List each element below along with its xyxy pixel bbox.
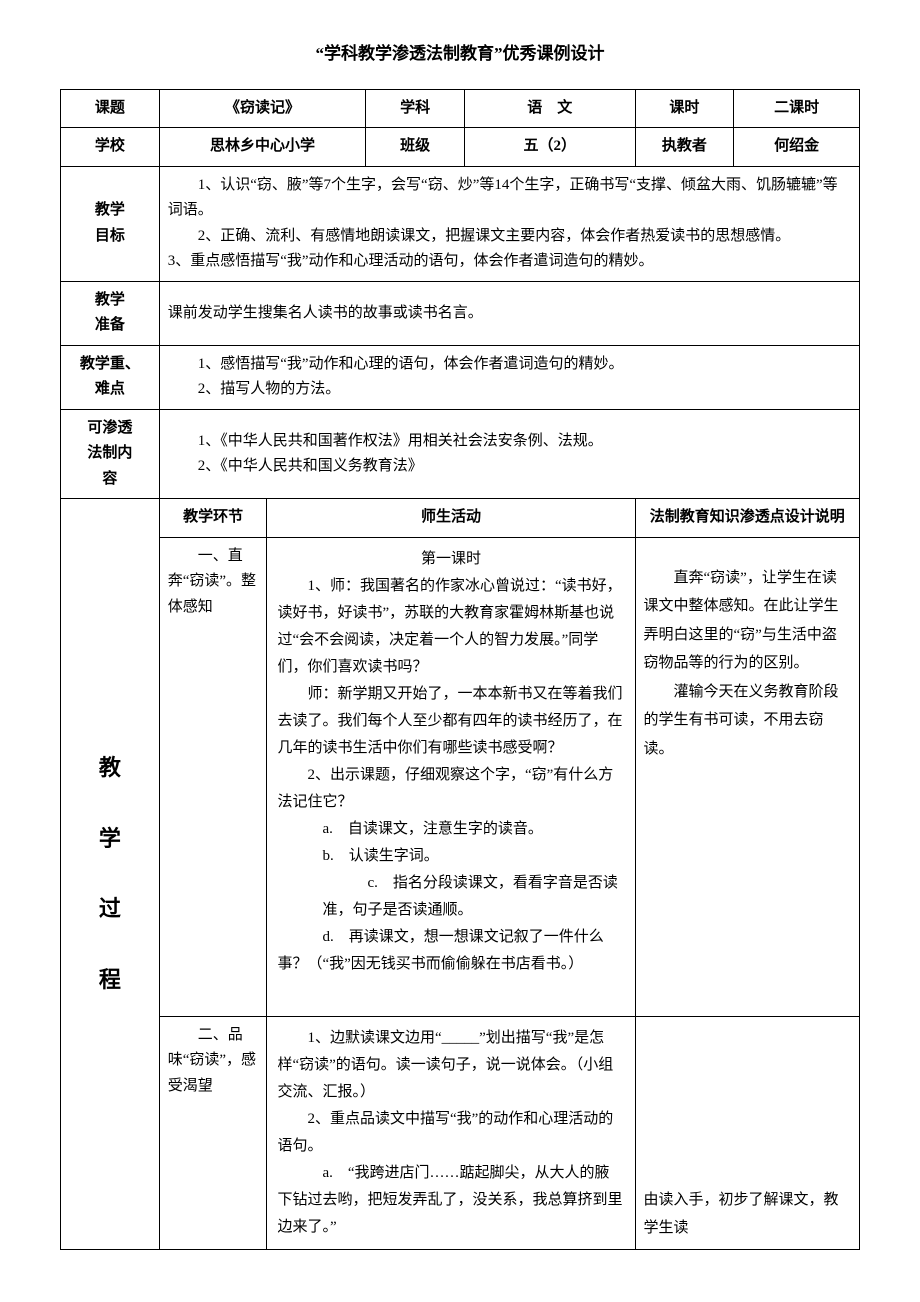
goals-line1: 1、认识“窃、腋”等7个生字，会写“窃、炒”等14个生字，正确书写“支撑、倾盆大…	[168, 173, 851, 224]
seg1-pb: b. 认读生字词。	[277, 843, 624, 870]
value-class: 五（2）	[464, 128, 635, 167]
seg1-note1: 直奔“窃读”，让学生在读课文中整体感知。在此让学生弄明白这里的“窃”与生活中盗窃…	[644, 564, 852, 678]
keypoints-line2: 2、描写人物的方法。	[168, 377, 851, 403]
colhead-note: 法制教育知识渗透点设计说明	[635, 499, 860, 538]
segment-1-title: 一、直奔“窃读”。整体感知	[159, 537, 267, 1016]
seg1-period: 第一课时	[277, 546, 624, 573]
label-keypoints: 教学重、 难点	[61, 345, 160, 409]
value-goals: 1、认识“窃、腋”等7个生字，会写“窃、炒”等14个生字，正确书写“支撑、倾盆大…	[159, 166, 859, 281]
seg1-p1: 1、师：我国著名的作家冰心曾说过：“读书好，读好书，好读书”，苏联的大教育家霍姆…	[277, 573, 624, 681]
label-class: 班级	[366, 128, 465, 167]
page-title: “学科教学渗透法制教育”优秀课例设计	[60, 40, 860, 69]
seg2-p2: 2、重点品读文中描写“我”的动作和心理活动的语句。	[277, 1106, 624, 1160]
seg1-pd: d. 再读课文，想一想课文记叙了一件什么事？（“我”因无钱买书而偷偷躲在书店看书…	[277, 924, 624, 978]
keypoints-line1: 1、感悟描写“我”动作和心理的语句，体会作者遣词造句的精妙。	[168, 352, 851, 378]
value-period: 二课时	[734, 89, 860, 128]
seg1-note2: 灌输今天在义务教育阶段的学生有书可读，不用去窃读。	[644, 678, 852, 764]
colhead-activity: 师生活动	[267, 499, 635, 538]
label-process: 教 学 过 程	[61, 499, 160, 1250]
segment-2-note: 由读入手，初步了解课文，教学生读	[635, 1016, 860, 1249]
value-school: 思林乡中心小学	[159, 128, 365, 167]
seg1-p2: 师：新学期又开始了，一本本新书又在等着我们去读了。我们每个人至少都有四年的读书经…	[277, 681, 624, 762]
goals-line3: 3、重点感悟描写“我”动作和心理活动的语句，体会作者遣词造句的精妙。	[168, 249, 851, 275]
value-subject: 语 文	[464, 89, 635, 128]
goals-line2: 2、正确、流利、有感情地朗读课文，把握课文主要内容，体会作者热爱读书的思想感情。	[168, 224, 851, 250]
segment-1-note: 直奔“窃读”，让学生在读课文中整体感知。在此让学生弄明白这里的“窃”与生活中盗窃…	[635, 537, 860, 1016]
segment-2-activity: 1、边默读课文边用“_____”划出描写“我”是怎样“窃读”的语句。读一读句子，…	[267, 1016, 635, 1249]
lesson-table: 课题 《窃读记》 学科 语 文 课时 二课时 学校 思林乡中心小学 班级 五（2…	[60, 89, 860, 1250]
seg2-p1: 1、边默读课文边用“_____”划出描写“我”是怎样“窃读”的语句。读一读句子，…	[277, 1025, 624, 1106]
seg2-note: 由读入手，初步了解课文，教学生读	[644, 1186, 852, 1243]
value-teacher: 何绍金	[734, 128, 860, 167]
legal-line2: 2、《中华人民共和国义务教育法》	[168, 454, 851, 480]
label-topic: 课题	[61, 89, 160, 128]
label-school: 学校	[61, 128, 160, 167]
label-goals: 教学 目标	[61, 166, 160, 281]
label-subject: 学科	[366, 89, 465, 128]
segment-2-title: 二、品味“窃读”，感受渴望	[159, 1016, 267, 1249]
segment-1-activity: 第一课时 1、师：我国著名的作家冰心曾说过：“读书好，读好书，好读书”，苏联的大…	[267, 537, 635, 1016]
seg2-pa: a. “我跨进店门……踮起脚尖，从大人的腋下钻过去哟，把短发弄乱了，没关系，我总…	[277, 1160, 624, 1241]
label-legal: 可渗透 法制内 容	[61, 409, 160, 499]
value-prep: 课前发动学生搜集名人读书的故事或读书名言。	[159, 281, 859, 345]
value-keypoints: 1、感悟描写“我”动作和心理的语句，体会作者遣词造句的精妙。 2、描写人物的方法…	[159, 345, 859, 409]
label-teacher: 执教者	[635, 128, 734, 167]
colhead-segment: 教学环节	[159, 499, 267, 538]
value-topic: 《窃读记》	[159, 89, 365, 128]
seg1-pc: c. 指名分段读课文，看看字音是否读准，句子是否读通顺。	[322, 870, 624, 924]
label-period: 课时	[635, 89, 734, 128]
seg1-p3: 2、出示课题，仔细观察这个字，“窃”有什么方法记住它？	[277, 762, 624, 816]
value-legal: 1、《中华人民共和国著作权法》用相关社会法安条例、法规。 2、《中华人民共和国义…	[159, 409, 859, 499]
seg1-pa: a. 自读课文，注意生字的读音。	[277, 816, 624, 843]
label-prep: 教学 准备	[61, 281, 160, 345]
legal-line1: 1、《中华人民共和国著作权法》用相关社会法安条例、法规。	[168, 429, 851, 455]
